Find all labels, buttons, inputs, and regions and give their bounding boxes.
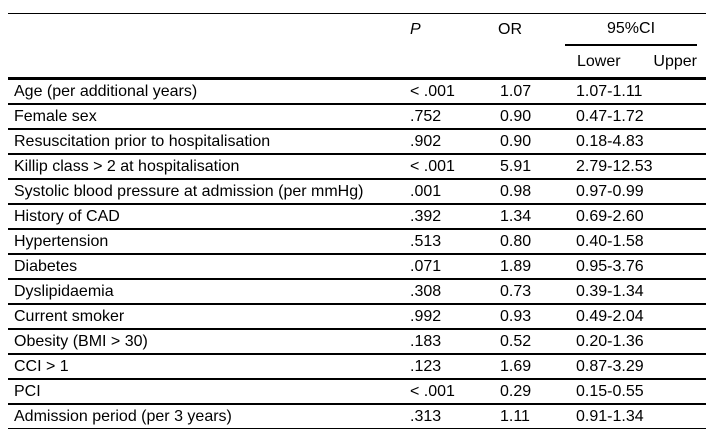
row-label-cell: PCI (14, 383, 41, 400)
row-label-cell: CCI > 1 (14, 358, 69, 375)
p-value-cell: < .001 (410, 383, 455, 400)
table-body: Age (per additional years) < .001 1.07 1.07… (8, 78, 706, 429)
row-label-cell: Hypertension (14, 233, 109, 250)
p-value-cell: .183 (410, 333, 442, 350)
table-row: Systolic blood pressure at admission (pe… (8, 179, 706, 204)
or-value-cell: 0.98 (500, 183, 532, 200)
ci-value-cell: 0.39-1.34 (576, 283, 644, 300)
p-value-cell: .992 (410, 308, 442, 325)
table-row: Age (per additional years) < .001 1.07 1.07… (8, 78, 706, 105)
ci-value-cell: 1.07-1.11 (576, 83, 643, 100)
header-row-top: P OR 95%CI (8, 14, 706, 47)
row-label-cell: Female sex (14, 108, 97, 125)
or-value-cell: 0.90 (500, 133, 532, 150)
table-row: Dyslipidaemia .308 0.73 0.39-1.34 (8, 279, 706, 304)
table-row: Killip class > 2 at hospitalisation < .00… (8, 154, 706, 179)
table-row: Hypertension .513 0.80 0.40-1.58 (8, 229, 706, 254)
p-value-cell: .313 (410, 408, 442, 425)
row-label-cell: Systolic blood pressure at admission (pe… (14, 183, 364, 200)
row-label-cell: Dyslipidaemia (14, 283, 114, 300)
ci-value-cell: 0.95-3.76 (576, 258, 644, 275)
or-value-cell: 1.07 (500, 83, 532, 100)
row-label-cell: Current smoker (14, 308, 125, 325)
p-value-cell: < .001 (410, 83, 455, 100)
or-value-cell: 0.73 (500, 283, 532, 300)
ci-value-cell: 0.87-3.29 (576, 358, 644, 375)
ci-upper-header: Upper (653, 52, 697, 70)
table-row: Female sex .752 0.90 0.47-1.72 (8, 104, 706, 129)
ci-value-cell: 0.15-0.55 (576, 383, 644, 400)
table-row: Current smoker .992 0.93 0.49-2.04 (8, 304, 706, 329)
ci-value-cell: 0.18-4.83 (576, 133, 644, 150)
ci-value-cell: 0.20-1.36 (576, 333, 644, 350)
header-label-spacer (8, 14, 400, 47)
p-value-cell: < .001 (410, 158, 455, 175)
row-label-cell: Resuscitation prior to hospitalisation (14, 133, 271, 150)
ci-lower-header: Lower (577, 52, 621, 70)
p-column-header: P (410, 21, 421, 38)
or-column-header: OR (498, 21, 522, 38)
row-label-cell: Admission period (per 3 years) (14, 408, 232, 425)
p-value-cell: .123 (410, 358, 442, 375)
or-value-cell: 0.93 (500, 308, 532, 325)
or-value-cell: 0.29 (500, 383, 532, 400)
row-label-cell: Obesity (BMI > 30) (14, 333, 148, 350)
ci-column-header: 95%CI (565, 14, 697, 46)
regression-results-table: P OR 95%CI Lower Upper (8, 13, 706, 429)
row-label-cell: Killip class > 2 at hospitalisation (14, 158, 240, 175)
or-value-cell: 1.69 (500, 358, 532, 375)
row-label-cell: Age (per additional years) (14, 83, 198, 100)
p-value-cell: .752 (410, 108, 442, 125)
p-value-cell: .392 (410, 208, 442, 225)
table-row: CCI > 1 .123 1.69 0.87-3.29 (8, 354, 706, 379)
p-value-cell: .001 (410, 183, 442, 200)
p-value-cell: .513 (410, 233, 442, 250)
or-value-cell: 0.52 (500, 333, 532, 350)
ci-value-cell: 0.97-0.99 (576, 183, 644, 200)
or-value-cell: 0.80 (500, 233, 532, 250)
or-value-cell: 1.34 (500, 208, 532, 225)
ci-value-cell: 0.49-2.04 (576, 308, 644, 325)
table-row: History of CAD .392 1.34 0.69-2.60 (8, 204, 706, 229)
header-row-sub: Lower Upper (8, 46, 706, 79)
or-value-cell: 5.91 (500, 158, 532, 175)
ci-value-cell: 0.47-1.72 (576, 108, 644, 125)
ci-value-cell: 2.79-12.53 (576, 158, 653, 175)
p-value-cell: .308 (410, 283, 442, 300)
table-row: Obesity (BMI > 30) .183 0.52 0.20-1.36 (8, 329, 706, 354)
table-row: PCI < .001 0.29 0.15-0.55 (8, 379, 706, 404)
ci-value-cell: 0.69-2.60 (576, 208, 644, 225)
or-value-cell: 1.11 (500, 408, 530, 425)
row-label-cell: History of CAD (14, 208, 120, 225)
ci-value-cell: 0.40-1.58 (576, 233, 644, 250)
row-label-cell: Diabetes (14, 258, 78, 275)
or-value-cell: 1.89 (500, 258, 532, 275)
p-value-cell: .071 (410, 258, 442, 275)
ci-value-cell: 0.91-1.34 (576, 408, 644, 425)
table-header: P OR 95%CI Lower Upper (8, 14, 706, 79)
table-row: Resuscitation prior to hospitalisation .9… (8, 129, 706, 154)
p-value-cell: .902 (410, 133, 442, 150)
table-row: Diabetes .071 1.89 0.95-3.76 (8, 254, 706, 279)
or-value-cell: 0.90 (500, 108, 532, 125)
table-row: Admission period (per 3 years) .313 1.11 0.… (8, 404, 706, 429)
